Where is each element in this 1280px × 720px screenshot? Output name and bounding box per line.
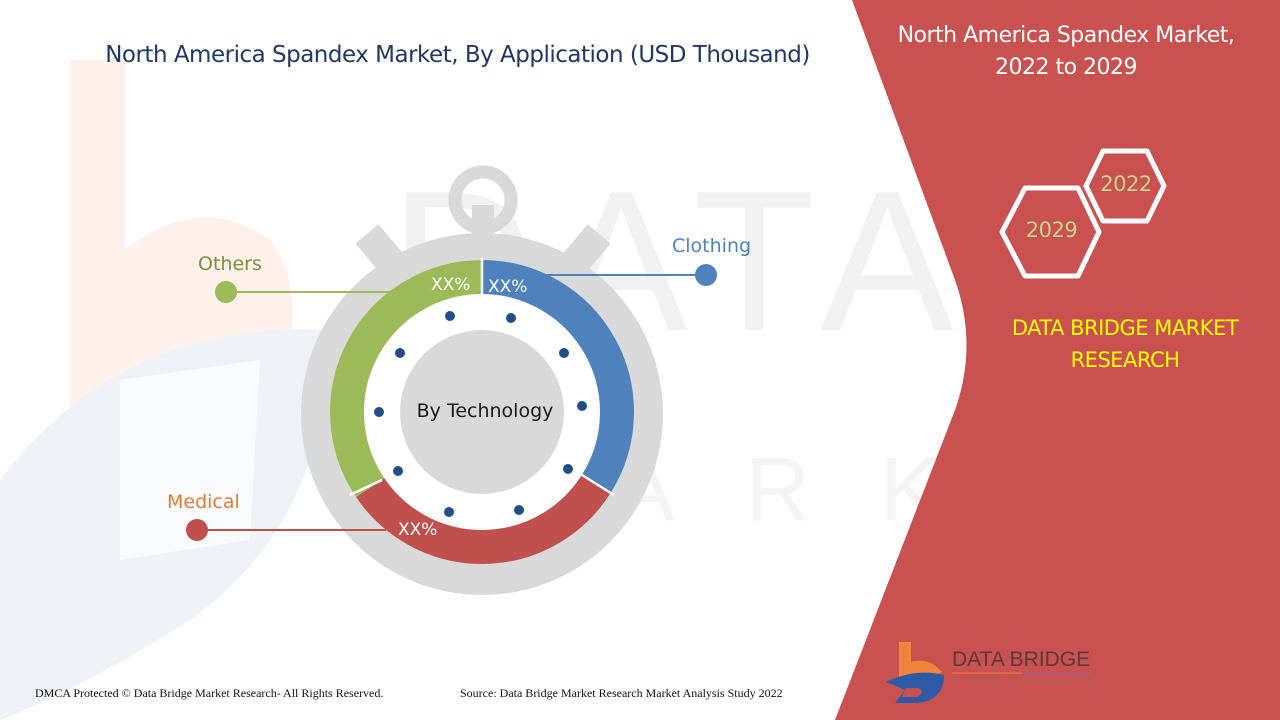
side-panel-background	[835, 0, 1280, 720]
gauge-center-label: By Technology	[416, 400, 554, 422]
brand-name: DATA BRIDGE MARKET RESEARCH	[985, 312, 1265, 376]
arc-clothing[interactable]	[481, 260, 634, 493]
callout-others	[215, 281, 410, 303]
footer-copyright: DMCA Protected © Data Bridge Market Rese…	[35, 686, 384, 700]
hex-year-start: 2022	[1100, 172, 1152, 196]
logo-subtext: MARKET RESEARCH	[953, 678, 1101, 685]
dial-dots	[374, 311, 587, 517]
arc-others[interactable]	[330, 260, 483, 497]
hexagon-2022-icon	[1083, 148, 1167, 224]
side-panel-title: North America Spandex Market, 2022 to 20…	[880, 20, 1252, 84]
pct-label-medical: XX%	[398, 520, 438, 540]
pct-label-others: XX%	[431, 275, 471, 295]
logo-text: DATA BRIDGE	[952, 648, 1091, 671]
pct-label-clothing: XX%	[488, 277, 528, 297]
footer-source: Source: Data Bridge Market Research Mark…	[460, 686, 783, 700]
callout-clothing	[520, 264, 717, 286]
arc-medical[interactable]	[356, 474, 611, 564]
hex-year-end: 2029	[1025, 218, 1078, 242]
legend-label-others: Others	[198, 253, 262, 275]
side-panel-title-line2: 2022 to 2029	[994, 55, 1138, 80]
legend-label-medical: Medical	[167, 491, 240, 513]
stopwatch-gauge	[301, 165, 663, 595]
data-bridge-logo-icon	[886, 642, 1092, 703]
hexagon-2029-icon	[999, 185, 1102, 279]
brand-line1: DATA BRIDGE MARKET	[1011, 316, 1239, 340]
side-panel-title-line1: North America Spandex Market,	[897, 23, 1235, 48]
watermark-logo-icon	[0, 60, 330, 720]
legend-label-clothing: Clothing	[672, 235, 752, 257]
brand-line2: RESEARCH	[1070, 348, 1180, 372]
callout-medical	[186, 519, 386, 541]
chart-title: North America Spandex Market, By Applica…	[105, 42, 810, 68]
